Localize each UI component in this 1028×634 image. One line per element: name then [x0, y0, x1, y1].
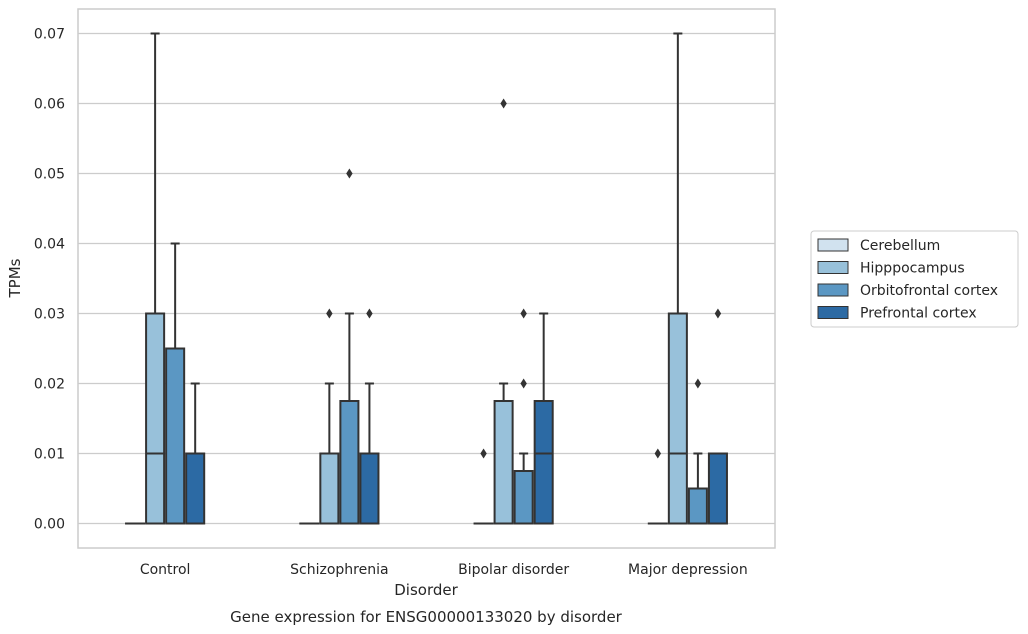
x-tick-label: Control: [140, 562, 191, 578]
y-axis-ticks: 0.00 0.01 0.02 0.03 0.04 0.05 0.06 0.07: [34, 27, 65, 533]
box-orbitofrontal-cortex: [513, 308, 534, 525]
y-tick-label: 0.01: [34, 447, 65, 463]
iqr-box: [319, 452, 340, 525]
box-prefrontal-cortex: [359, 308, 380, 525]
box-cerebellum: [647, 448, 668, 525]
iqr-box: [687, 487, 708, 525]
y-tick-label: 0.06: [34, 97, 65, 113]
outlier-point: [694, 378, 702, 389]
iqr-box: [185, 452, 206, 525]
y-axis-label: TPMs: [6, 258, 24, 298]
box-prefrontal-cortex: [185, 382, 206, 525]
iqr-box: [667, 312, 688, 525]
iqr-box: [493, 400, 514, 525]
outlier-point: [366, 308, 373, 319]
outlier-point: [520, 308, 527, 319]
outlier-point: [520, 378, 527, 389]
legend-swatch: [817, 306, 849, 319]
legend-swatch: [817, 261, 849, 274]
plot-frame: [77, 8, 776, 549]
box-prefrontal-cortex: [707, 308, 728, 525]
legend-swatch: [817, 283, 849, 297]
iqr-box: [339, 400, 360, 525]
iqr-box: [513, 470, 534, 525]
box-orbitofrontal-cortex: [339, 168, 360, 525]
box-prefrontal-cortex: [533, 312, 554, 525]
legend-label: Hipppocampus: [860, 261, 965, 277]
box-hipppocampus: [319, 308, 340, 525]
x-tick-label: Schizophrenia: [290, 562, 388, 578]
legend: Cerebellum Hipppocampus Orbitofrontal cort…: [810, 230, 1019, 328]
y-tick-label: 0.05: [34, 167, 65, 183]
box-orbitofrontal-cortex: [687, 378, 708, 525]
outlier-point: [326, 308, 333, 319]
legend-frame: [810, 230, 1019, 328]
x-tick-label: Bipolar disorder: [458, 562, 569, 578]
x-tick-label: Major depression: [628, 562, 748, 578]
box-orbitofrontal-cortex: [165, 242, 186, 525]
iqr-box: [707, 452, 728, 525]
y-tick-label: 0.03: [34, 307, 65, 323]
y-tick-label: 0.07: [34, 27, 65, 43]
legend-label: Prefrontal cortex: [860, 306, 977, 322]
legend-swatch: [817, 238, 849, 252]
box-hipppocampus: [667, 32, 688, 525]
box-groups: [125, 32, 728, 525]
box-cerebellum: [473, 448, 494, 525]
outlier-point: [480, 448, 487, 459]
outlier-point: [346, 168, 353, 179]
iqr-box: [145, 312, 166, 525]
iqr-box: [165, 347, 186, 525]
x-axis-ticks: Control Schizophrenia Bipolar disorder Majo…: [140, 562, 748, 578]
y-tick-label: 0.02: [34, 377, 65, 393]
x-axis-label: Disorder: [394, 581, 458, 599]
chart-caption: Gene expression for ENSG00000133020 by d…: [230, 608, 623, 626]
y-tick-label: 0.04: [34, 237, 65, 253]
legend-label: Orbitofrontal cortex: [860, 283, 998, 299]
outlier-point: [654, 448, 662, 459]
outlier-point: [714, 308, 722, 319]
box-hipppocampus: [493, 98, 514, 525]
box-hipppocampus: [145, 32, 166, 525]
legend-label: Cerebellum: [860, 238, 940, 254]
iqr-box: [533, 400, 554, 525]
outlier-point: [500, 98, 507, 109]
y-tick-label: 0.00: [34, 517, 65, 533]
iqr-box: [359, 452, 380, 525]
